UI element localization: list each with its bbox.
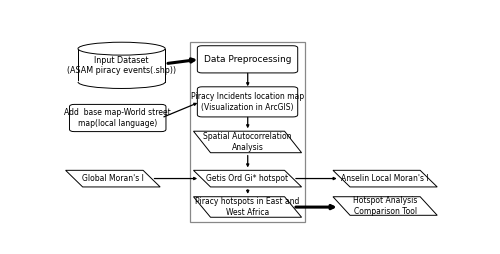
Text: Spatial Autocorrelation
Analysis: Spatial Autocorrelation Analysis [204, 132, 292, 152]
Polygon shape [194, 170, 302, 187]
FancyBboxPatch shape [198, 46, 298, 73]
Text: Add  base map-World street
map(local language): Add base map-World street map(local lang… [64, 108, 171, 128]
Text: Piracy Incidents location map
(Visualization in ArcGIS): Piracy Incidents location map (Visualiza… [191, 92, 304, 112]
Text: Piracy hotspots in East and
West Africa: Piracy hotspots in East and West Africa [196, 197, 300, 217]
Polygon shape [333, 170, 437, 187]
Text: Input Dataset
(ASAM piracy events(.shp)): Input Dataset (ASAM piracy events(.shp)) [67, 56, 176, 75]
FancyBboxPatch shape [198, 87, 298, 117]
Polygon shape [194, 131, 302, 153]
Text: Hotspot Analysis
Comparison Tool: Hotspot Analysis Comparison Tool [353, 196, 418, 216]
Bar [190, 42, 304, 222]
Polygon shape [194, 197, 302, 217]
Ellipse shape [78, 42, 165, 55]
Text: Anselin Local Moran's I: Anselin Local Moran's I [342, 174, 429, 183]
Polygon shape [333, 197, 437, 215]
Text: Data Preprocessing: Data Preprocessing [204, 55, 292, 64]
Text: Global Moran's I: Global Moran's I [82, 174, 144, 183]
Ellipse shape [78, 75, 165, 88]
Polygon shape [66, 170, 160, 187]
Text: Getis Ord Gi* hotspot: Getis Ord Gi* hotspot [206, 174, 288, 183]
Bar [78, 49, 165, 82]
FancyBboxPatch shape [70, 104, 166, 132]
